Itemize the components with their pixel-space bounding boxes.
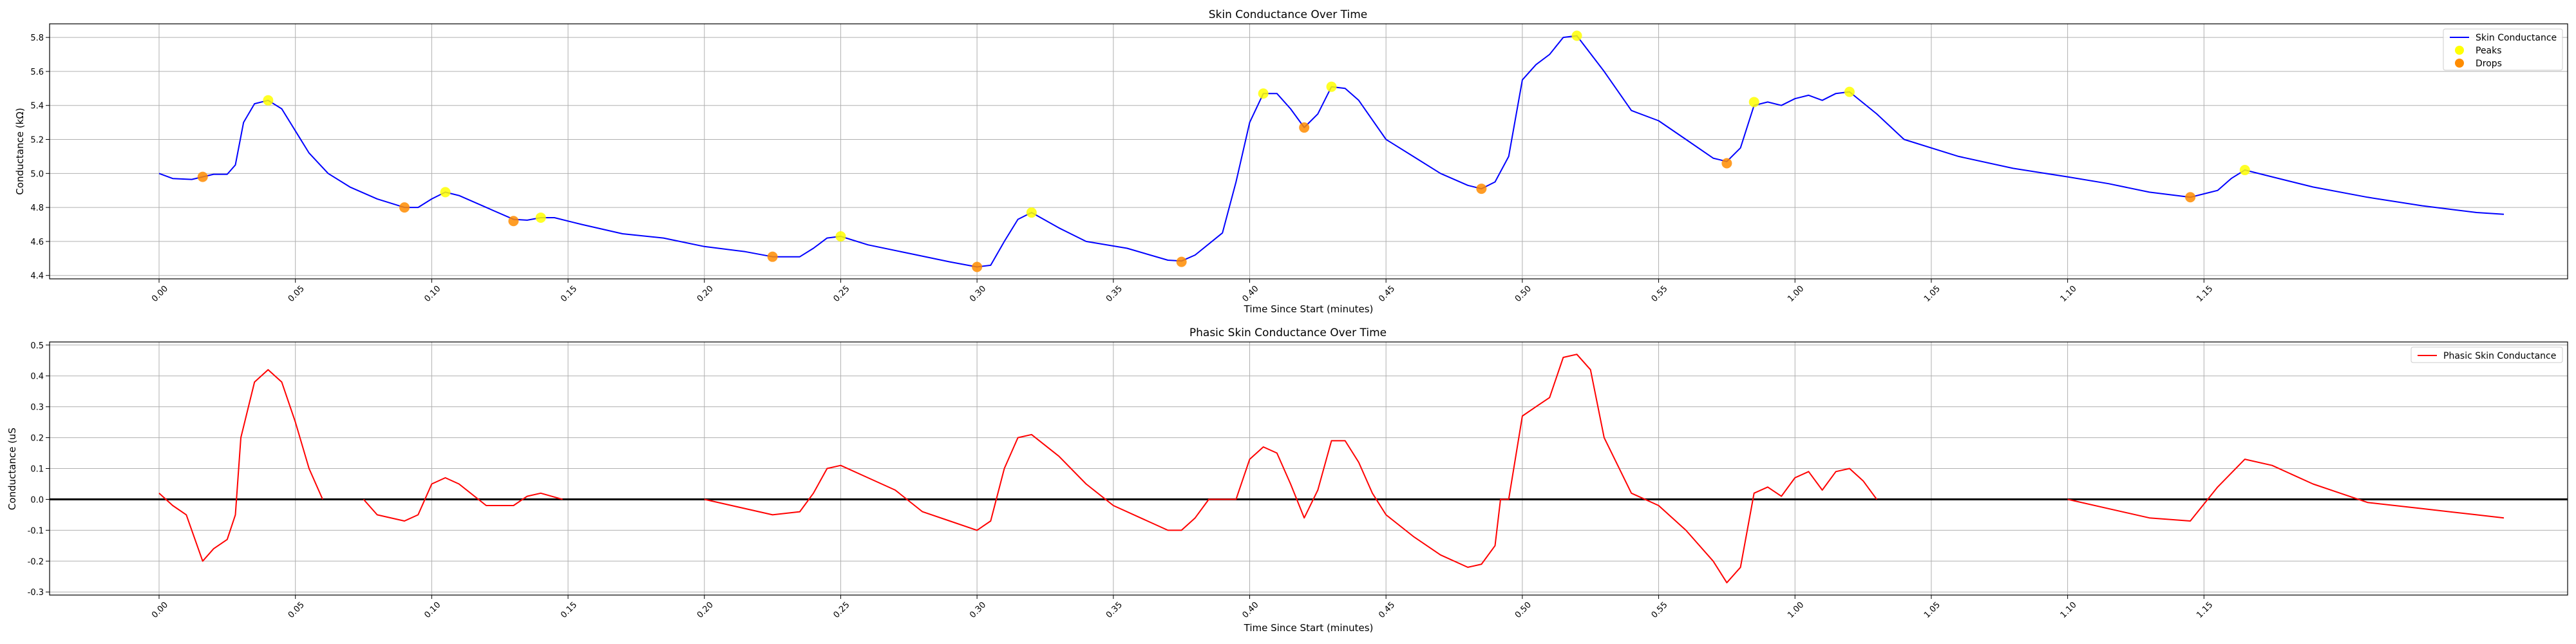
peak-marker: [263, 95, 274, 106]
drop-marker: [1721, 158, 1732, 169]
drop-marker: [508, 216, 519, 227]
series-line: [158, 369, 323, 562]
y-tick-label: 0.5: [30, 341, 44, 351]
series-line: [2067, 459, 2505, 522]
legend-box: [2443, 28, 2563, 71]
legend-swatch-marker: [2455, 46, 2464, 55]
chart-skin-conductance: Skin Conductance Over Time 0.00 0.05 0.10 0…: [14, 8, 2568, 315]
peak-marker: [1326, 81, 1337, 92]
series-lines: [158, 354, 2505, 583]
y-axis-label: Conductance (kΩ): [14, 108, 26, 194]
y-tick-label: -0.3: [28, 588, 44, 598]
series-markers: [197, 30, 2250, 272]
y-tick-label: 4.6: [30, 238, 44, 247]
series-line: [363, 477, 563, 522]
y-tick-label: 5.0: [30, 169, 44, 179]
chart-title: Skin Conductance Over Time: [1209, 8, 1367, 21]
legend-box: [2410, 346, 2563, 363]
peak-marker: [535, 212, 546, 223]
x-axis-label: Time Since Start (minutes): [1244, 622, 1374, 634]
legend-entry-label: Phasic Skin Conductance: [2443, 351, 2556, 361]
plot-frame: [49, 23, 2568, 279]
y-tick-label: 4.8: [30, 204, 44, 213]
y-tick-label: -0.2: [28, 557, 44, 567]
drop-marker: [2185, 192, 2196, 203]
drop-marker: [1299, 122, 1310, 133]
peak-marker: [1571, 30, 1582, 41]
peak-marker: [1026, 207, 1037, 218]
series-line: [704, 354, 1878, 583]
drop-marker: [399, 202, 410, 213]
y-ticks: 4.4 4.6 4.8 5.0 5.2 5.4 5.6 5.8: [30, 33, 50, 281]
y-axis-label: Conductance (uS: [6, 428, 18, 510]
peak-marker: [1844, 86, 1855, 97]
drop-marker: [1476, 184, 1487, 194]
y-tick-label: 0.3: [30, 403, 44, 413]
legend-swatch-marker: [2455, 59, 2464, 68]
drop-marker: [972, 261, 983, 272]
y-tick-label: 5.6: [30, 68, 44, 77]
peak-marker: [1258, 88, 1269, 99]
y-tick-label: -0.1: [28, 526, 44, 536]
peak-marker: [440, 187, 451, 198]
y-tick-label: 5.4: [30, 102, 44, 111]
y-tick-label: 0.4: [30, 372, 44, 382]
chart-title: Phasic Skin Conductance Over Time: [1189, 327, 1387, 339]
drop-marker: [767, 251, 778, 262]
x-axis-label: Time Since Start (minutes): [1244, 303, 1374, 315]
y-tick-label: 5.2: [30, 136, 44, 146]
legend: Phasic Skin Conductance: [2410, 346, 2563, 363]
legend-entry-label: Drops: [2476, 59, 2502, 69]
y-tick-label: 0.1: [30, 465, 44, 475]
y-tick-label: 4.4: [30, 272, 44, 281]
y-tick-label: 5.8: [30, 33, 44, 43]
peak-marker: [835, 231, 846, 242]
chart-phasic-conductance: Phasic Skin Conductance Over Time 0.00 0.…: [6, 327, 2568, 634]
legend-entry-label: Skin Conductance: [2476, 33, 2557, 43]
y-tick-label: 0.0: [30, 495, 44, 505]
y-tick-label: 0.2: [30, 434, 44, 444]
legend-entry-label: Peaks: [2476, 46, 2502, 56]
y-ticks: -0.3 -0.2 -0.1 0.0 0.1 0.2 0.3 0.4 0.5: [28, 341, 50, 598]
drop-marker: [1176, 256, 1187, 267]
peak-marker: [2239, 165, 2250, 176]
legend: Skin Conductance Peaks Drops: [2443, 28, 2563, 71]
peak-marker: [1748, 97, 1759, 108]
drop-marker: [197, 171, 208, 182]
grid: [50, 24, 2568, 279]
